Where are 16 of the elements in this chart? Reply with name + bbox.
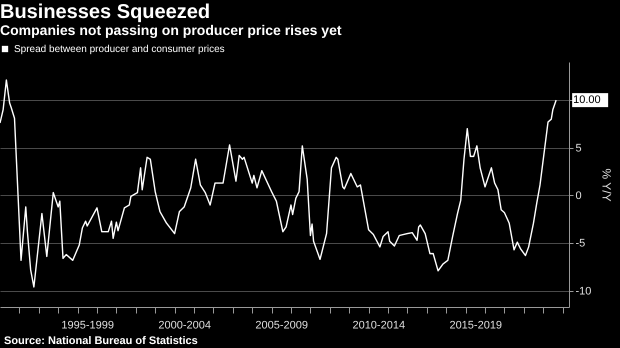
chart-title: Businesses Squeezed [0, 1, 210, 23]
x-tick-label: 1995-1999 [61, 320, 114, 332]
y-tick-label: -10 [576, 285, 592, 298]
y-tick-label: 5 [576, 142, 582, 154]
x-tick-label: 2005-2009 [255, 320, 308, 332]
annotation: 10.00 [573, 94, 601, 106]
line-series [0, 79, 557, 288]
chart-subtitle: Companies not passing on producer price rises yet [0, 22, 342, 38]
x-tick-label: 2010-2014 [352, 320, 406, 332]
x-tick-label: 2015-2019 [449, 320, 502, 332]
y-tick-label: -5 [576, 238, 586, 250]
legend-label: Spread between producer and consumer prices [14, 44, 225, 55]
x-tick-label: 2000-2004 [158, 320, 212, 332]
y-axis-title: % Y/Y [599, 168, 614, 202]
y-tick-label: 0 [576, 190, 582, 202]
source-note: Source: National Bureau of Statistics [4, 335, 198, 347]
